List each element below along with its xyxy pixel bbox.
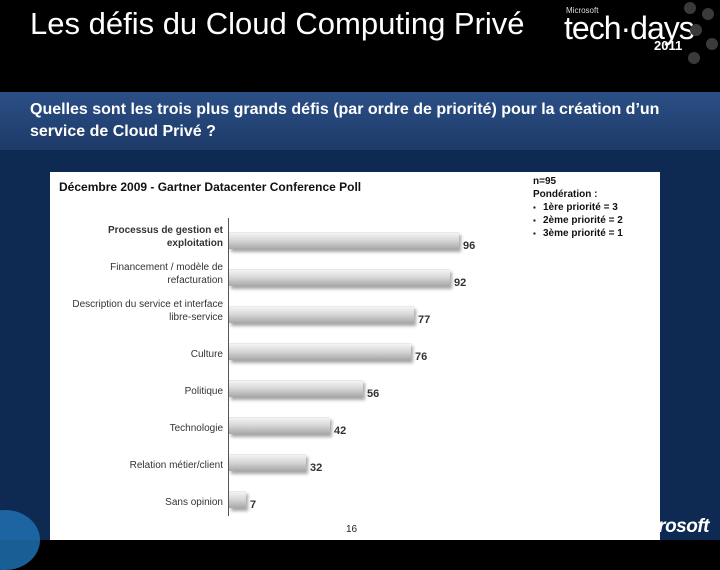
bar	[229, 343, 411, 360]
question-band: Quelles sont les trois plus grands défis…	[0, 92, 720, 150]
bar-value-label: 32	[310, 462, 323, 474]
logo-brand: Microsoft	[566, 6, 599, 15]
weight-item: 2ème priorité = 2	[533, 214, 623, 227]
bar	[229, 380, 363, 397]
bar	[229, 232, 459, 249]
category-label: Description du service et interface libr…	[72, 299, 223, 323]
microsoft-logo: Microsoft	[628, 516, 710, 537]
bar	[229, 454, 306, 471]
weighting-notes: n=95 Pondération : 1ère priorité = 3 2èm…	[533, 175, 623, 240]
sample-size: n=95	[533, 176, 557, 187]
category-label: Financement / modèle de refacturation	[110, 262, 223, 286]
logo-year: 2011	[654, 38, 683, 53]
bar-value-label: 76	[415, 351, 428, 363]
weight-item: 3ème priorité = 1	[533, 227, 623, 240]
chart-panel: Décembre 2009 - Gartner Datacenter Confe…	[50, 172, 660, 540]
weighting-title: Pondération :	[533, 189, 598, 200]
weighting-list: 1ère priorité = 3 2ème priorité = 2 3ème…	[533, 201, 623, 240]
bar-value-label: 56	[367, 388, 380, 400]
logo-event: tech·days	[564, 10, 695, 46]
slide-stage: Décembre 2009 - Gartner Datacenter Confe…	[0, 150, 720, 540]
category-label: Politique	[184, 386, 223, 397]
bar-value-label: 92	[454, 277, 467, 289]
category-label: Sans opinion	[165, 497, 223, 508]
slide-title: Les défis du Cloud Computing Privé	[30, 6, 525, 41]
bar-value-label: 42	[334, 425, 347, 437]
category-axis	[228, 218, 229, 516]
title-area: Les défis du Cloud Computing Privé Micro…	[0, 0, 720, 92]
category-label: Relation métier/client	[129, 460, 223, 471]
bar-value-label: 96	[463, 240, 476, 252]
bar	[229, 269, 450, 286]
bar-value-label: 77	[418, 314, 431, 326]
category-label: Technologie	[169, 423, 223, 434]
techdays-logo: Microsoft tech·days 2011	[560, 4, 710, 56]
question-text: Quelles sont les trois plus grands défis…	[30, 101, 660, 140]
bar	[229, 417, 330, 434]
category-label: Culture	[190, 349, 223, 360]
page-number: 16	[346, 524, 358, 535]
category-label: Processus de gestion et exploitation	[107, 225, 223, 249]
chart-title: Décembre 2009 - Gartner Datacenter Confe…	[59, 180, 362, 194]
weight-item: 1ère priorité = 3	[533, 201, 623, 214]
bar	[229, 491, 246, 508]
bar	[229, 306, 414, 323]
bar-value-label: 7	[250, 499, 257, 511]
decorative-dots	[680, 0, 720, 80]
